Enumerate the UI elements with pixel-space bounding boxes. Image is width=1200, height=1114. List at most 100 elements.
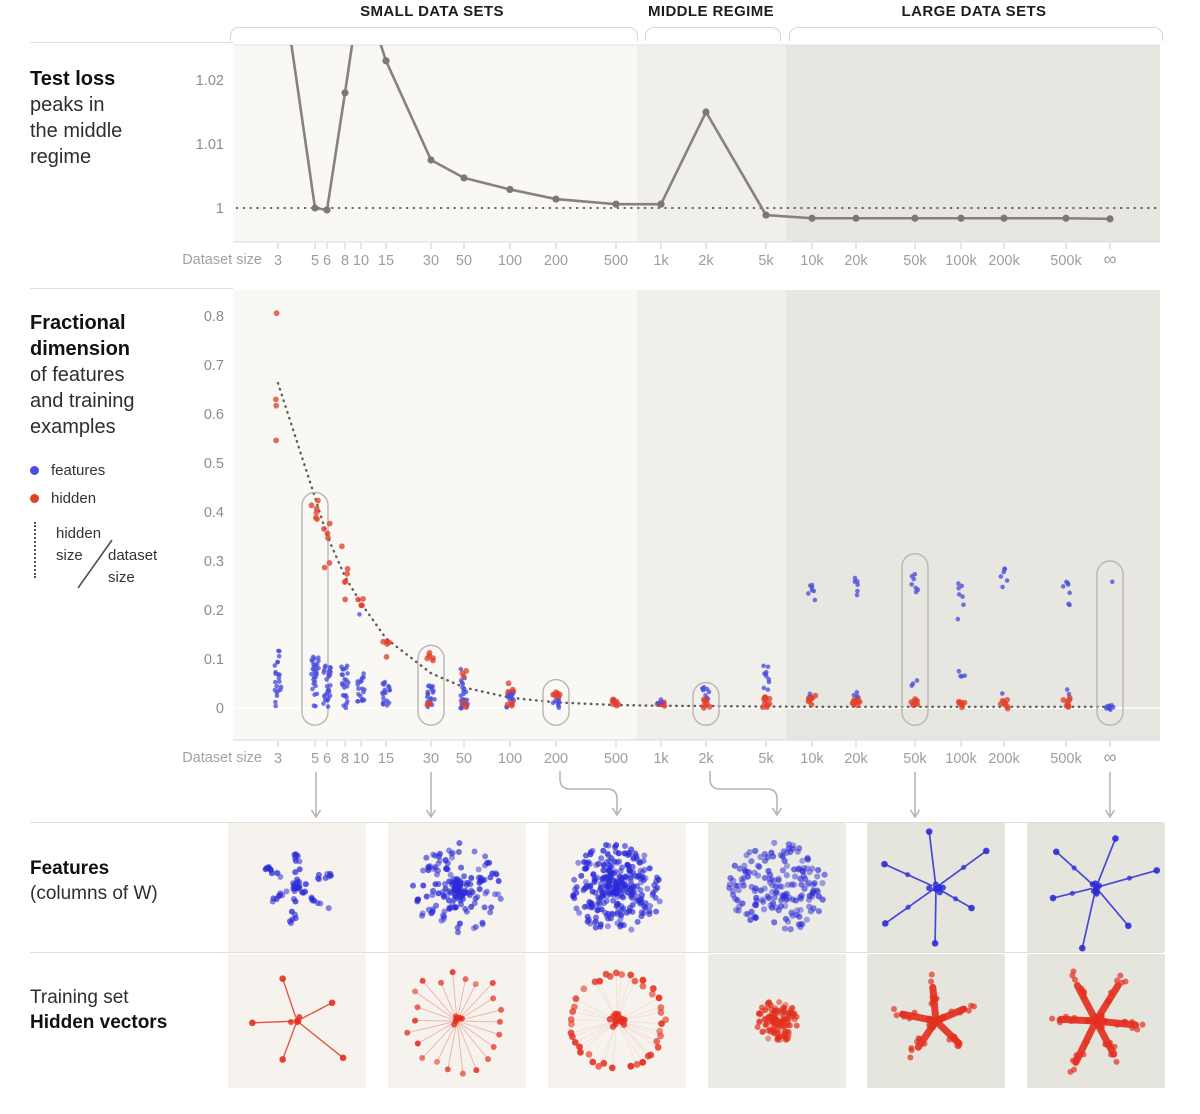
highlight-pill [692,681,720,726]
fractional-dimension-chart: 0 0.1 0.2 0.3 0.4 0.5 0.6 0.7 0.8 3 5 6 8 10 15 30 50 100… [182,290,1160,767]
divider-top-section [30,42,233,43]
hidden-thumbnail-∞ [1027,954,1165,1088]
x-tick-label: 8 [341,751,349,767]
ratio-size-word1: size [56,547,83,564]
features-thumbnail-plot [570,841,663,933]
fractional-dimension-title: Fractional dimension of features and tra… [30,310,135,440]
test-loss-line2: peaks in [30,94,105,116]
x-tick-label: 15 [378,253,394,269]
hidden-dot-icon [30,494,39,503]
features-thumbnail-plot [262,851,334,927]
x-tick-label: 5 [311,751,319,767]
hidden-thumbnail-plot [249,975,347,1063]
hidden-thumbnail-plot [1049,968,1146,1075]
x-tick-label: 10k [800,253,824,269]
y-tick-label: 0.8 [204,309,224,325]
test-loss-chart: 1 1.01 1.02 3 5 6 8 10 15 30 50 100 200 500 1k 2k 5k 10k 2… [182,44,1160,269]
features-thumbnail-5-6 [228,823,366,952]
x-tick-label: 20k [844,751,868,767]
test-loss-line3: the middle [30,120,123,142]
hidden-row-bold: Hidden vectors [30,1012,168,1033]
y-tick-label: 0.3 [204,554,224,570]
regime-label-small: SMALL DATA SETS [360,3,504,20]
features-thumbnail-200 [548,823,686,952]
x-tick-label: 500 [604,253,628,269]
hidden-thumbnail-2k [708,954,846,1088]
highlight-pill [417,644,445,726]
x-tick-label: 500 [604,751,628,767]
regime-label-large: LARGE DATA SETS [901,3,1047,20]
features-dot-icon [30,466,39,475]
y-tick-label: 0 [216,701,224,717]
x-tick-label: 1k [653,253,669,269]
divider-scatter-section [30,288,233,289]
y-tick-label: 0.4 [204,505,224,521]
scatter-points [272,310,1116,712]
y-tick-label: 1 [216,201,224,217]
highlight-pill [301,491,329,726]
y-tick-label: 0.1 [204,652,224,668]
x-tick-label: 10 [353,253,369,269]
x-tick-label: 50k [903,253,927,269]
x-tick-label: 200 [544,751,568,767]
y-tick-label: 0.6 [204,407,224,423]
hidden-thumbnail-plot [890,971,978,1061]
bracket-small-data-sets [230,27,638,41]
fractional-line2: dimension [30,338,131,360]
x-tick-label: 200k [988,751,1020,767]
highlight-pill [901,552,929,726]
x-tick-label: 2k [698,253,714,269]
regime-label-middle: MIDDLE REGIME [647,3,775,20]
x-tick-label: 50k [903,751,927,767]
x-tick-label: 100k [945,751,977,767]
hidden-thumbnail-plot [754,999,800,1043]
x-tick-label: 100 [498,253,522,269]
bracket-middle-regime [645,27,781,41]
y-tick-label: 0.2 [204,603,224,619]
hidden-thumbnail-plot [567,969,670,1072]
hidden-thumbnail-30 [388,954,526,1088]
x-tick-label: ∞ [1104,747,1117,767]
x-tick-label: 6 [323,751,331,767]
ratio-slash-icon [77,539,113,589]
ratio-denominator: dataset size [108,545,157,589]
x-tick-label: 500k [1050,253,1082,269]
x-tick-label: 8 [341,253,349,269]
x-tick-label: 30 [423,751,439,767]
x-tick-label: 200 [544,253,568,269]
ratio-hidden-word: hidden [56,525,102,542]
legend-hidden: hidden [30,490,96,507]
hidden-thumbnail-50k [867,954,1005,1088]
x-tick-label: 3 [274,253,282,269]
legend-features-label: features [51,462,106,479]
test-loss-line4: regime [30,146,92,168]
features-thumbnail-plot [1049,835,1161,952]
features-thumbnail-plot [881,828,990,947]
test-loss-title-bold: Test loss [30,68,116,90]
dataset-size-axis-label: Dataset size [182,252,262,268]
hidden-thumbnail-plot [404,969,505,1077]
x-tick-label: 20k [844,253,868,269]
fractional-line5: examples [30,416,116,438]
connector-arrows [310,771,1116,819]
test-loss-line [290,45,1114,223]
y-tick-label: 0.7 [204,358,224,374]
fractional-line1: Fractional [30,312,126,334]
x-tick-label: 10k [800,751,824,767]
x-tick-label: 15 [378,751,394,767]
y-tick-label: 1.01 [196,137,224,153]
x-tick-label: 50 [456,253,472,269]
highlight-pill [1096,560,1124,726]
test-loss-title: Test loss peaks in the middle regime [30,66,122,170]
dotted-line-icon [34,522,36,578]
hidden-thumbnail-5-6 [228,954,366,1088]
ratio-numerator: hidden size [56,523,101,567]
features-thumbnail-∞ [1027,823,1165,952]
features-thumbnail-50k [867,823,1005,952]
fractional-line4: and training [30,390,135,412]
fractional-line3: of features [30,364,125,386]
hidden-row-line1: Training set [30,987,129,1008]
features-row-label: Features (columns of W) [30,856,158,906]
